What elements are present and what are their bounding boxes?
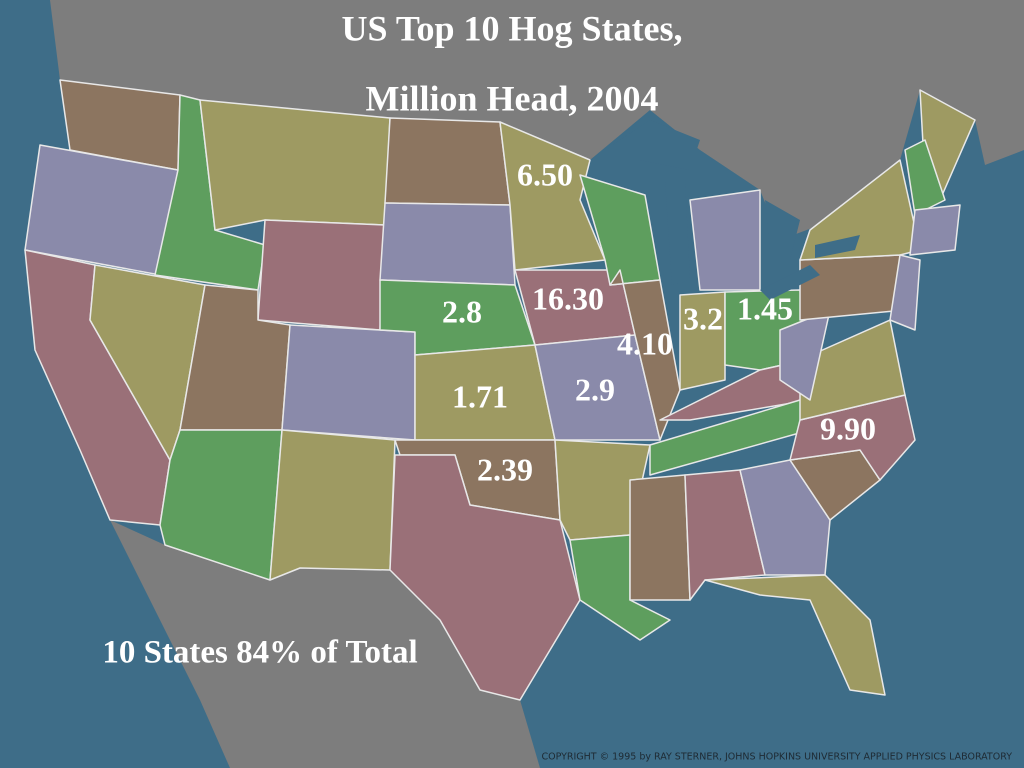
state xyxy=(281,324,416,441)
state xyxy=(269,429,396,581)
state-label: 2.9 xyxy=(575,371,615,407)
state xyxy=(799,319,906,421)
footnote: 10 States 84% of Total xyxy=(102,635,417,671)
title-line: US Top 10 Hog States, xyxy=(341,8,682,48)
state xyxy=(739,459,831,576)
state xyxy=(889,254,921,331)
state xyxy=(684,469,766,601)
state xyxy=(389,454,581,701)
mexico xyxy=(110,520,540,768)
lake xyxy=(665,180,690,285)
state-label: 16.30 xyxy=(532,280,604,316)
lake xyxy=(590,120,700,170)
state xyxy=(629,474,691,601)
copyright: COPYRIGHT © 1995 by RAY STERNER, JOHNS H… xyxy=(541,752,1012,763)
lake xyxy=(765,200,800,260)
great-lakes xyxy=(590,120,860,300)
state xyxy=(199,99,391,231)
state xyxy=(257,219,386,331)
state-label: 6.50 xyxy=(517,156,573,192)
state xyxy=(904,139,946,216)
state-label: 2.8 xyxy=(442,293,482,329)
state xyxy=(384,117,511,206)
state-label: 9.90 xyxy=(820,410,876,446)
lake xyxy=(815,235,860,258)
state-label: 2.39 xyxy=(477,451,533,487)
state xyxy=(704,574,886,696)
states xyxy=(24,79,976,701)
state xyxy=(689,189,761,291)
state-label: 3.2 xyxy=(683,300,723,336)
state-label: 1.71 xyxy=(452,378,508,414)
state xyxy=(909,204,961,256)
state xyxy=(679,291,726,391)
lake xyxy=(760,265,820,300)
state xyxy=(799,254,906,321)
state-label: 4.10 xyxy=(617,325,673,361)
state xyxy=(609,269,681,441)
state-label: 1.45 xyxy=(737,290,793,326)
title-line: Million Head, 2004 xyxy=(365,78,658,118)
canada xyxy=(0,0,1024,240)
state xyxy=(379,202,516,286)
